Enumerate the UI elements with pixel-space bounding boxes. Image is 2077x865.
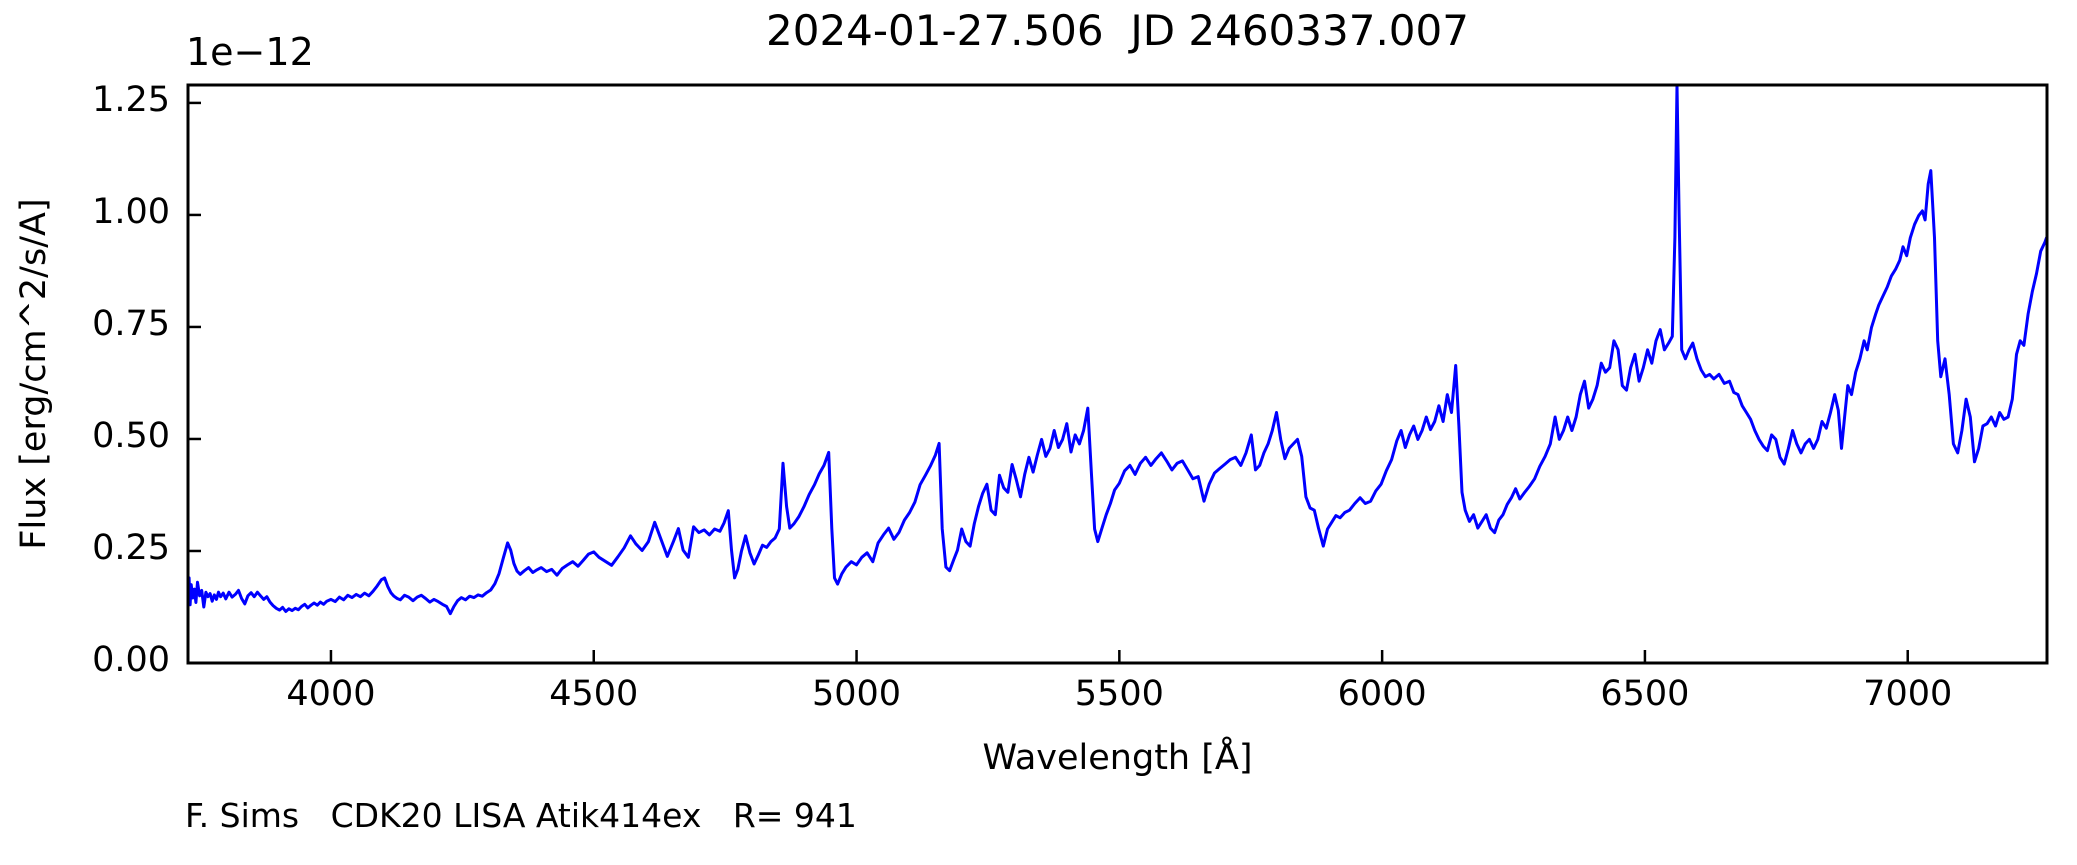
y-tick-label: 0.75	[92, 303, 170, 344]
x-axis-label: Wavelength [Å]	[982, 738, 1253, 778]
y-tick-label: 0.25	[92, 527, 170, 568]
x-tick-label: 5000	[811, 674, 902, 714]
observer-credit-text: F. Sims CDK20 LISA Atik414ex R= 941	[185, 796, 857, 835]
x-tick-label: 4000	[286, 674, 376, 714]
x-tick-label: 7000	[1863, 674, 1953, 714]
axis-ticks	[188, 101, 1909, 665]
y-tick-label: 0.00	[92, 640, 170, 680]
x-tick-label: 6000	[1337, 674, 1427, 714]
y-axis-offset-text: 1e−12	[186, 30, 314, 74]
x-tick-label: 4500	[549, 674, 639, 714]
chart-title: 2024-01-27.506 JD 2460337.007	[766, 6, 1469, 55]
axes-frame	[186, 83, 2049, 665]
x-tick-label: 6500	[1600, 674, 1690, 714]
y-tick-label: 0.50	[92, 415, 170, 456]
y-tick-label: 1.00	[92, 191, 170, 232]
x-tick-label: 5500	[1074, 674, 1164, 714]
y-tick-label: 1.25	[92, 79, 170, 120]
spectrum-line	[186, 83, 2048, 616]
